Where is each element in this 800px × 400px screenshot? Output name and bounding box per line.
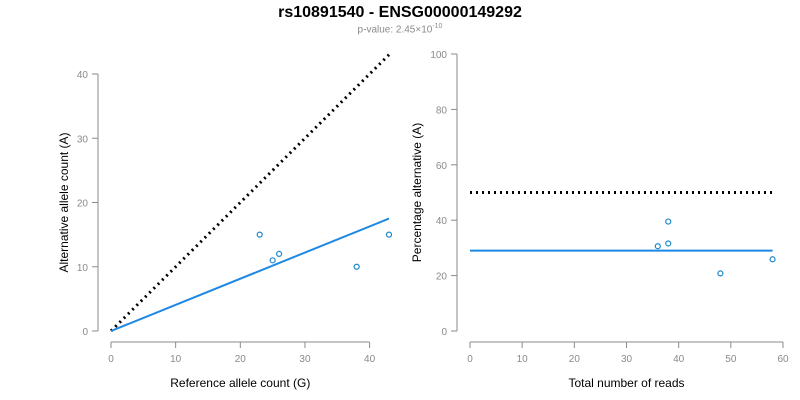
y-tick-label: 20 (436, 272, 448, 283)
data-point (275, 250, 283, 257)
x-tick-label: 40 (364, 354, 376, 365)
p-value-text: p-value: 2.45×10 (357, 24, 433, 36)
x-tick-label: 30 (299, 354, 311, 365)
data-point (256, 231, 263, 238)
x-axis-title: Total number of reads (568, 376, 684, 390)
y-tick-label: 20 (77, 199, 89, 210)
y-axis-title: Alternative allele count (A) (57, 132, 71, 272)
data-point (665, 218, 672, 225)
x-tick-label: 0 (467, 354, 473, 365)
data-point (654, 243, 661, 250)
x-tick-label: 60 (777, 354, 789, 365)
x-tick-label: 20 (235, 354, 247, 365)
percentage-plot: 0 10 20 30 40 50 60 0 20 40 60 80 100 Total number of… (410, 50, 789, 390)
y-tick-label: 0 (82, 327, 88, 338)
x-tick-label: 20 (569, 354, 581, 365)
allele-count-plot: 0 10 20 30 40 0 10 20 30 40 Reference allele count… (57, 53, 393, 390)
y-tick-label: 30 (77, 134, 89, 145)
y-tick-label: 100 (430, 50, 447, 61)
data-point (717, 270, 724, 277)
data-point (665, 240, 672, 247)
y-tick-label: 80 (436, 105, 448, 116)
y-tick-label: 40 (436, 216, 448, 227)
y-tick-label: 40 (77, 70, 89, 81)
x-axis-title: Reference allele count (G) (170, 376, 310, 390)
x-tick-label: 0 (108, 354, 114, 365)
x-tick-label: 40 (673, 354, 685, 365)
data-point (385, 231, 393, 238)
reference-line (109, 53, 391, 333)
p-value-exponent: -10 (432, 23, 443, 30)
x-tick-label: 50 (725, 354, 737, 365)
chart-title: rs10891540 - ENSG00000149292 (278, 4, 522, 21)
chart-subtitle: p-value: 2.45×10-10 (0, 23, 800, 35)
x-tick-label: 30 (621, 354, 633, 365)
y-tick-label: 10 (77, 263, 89, 274)
x-tick-label: 10 (170, 354, 182, 365)
y-axis-title: Percentage alternative (A) (410, 123, 424, 262)
y-tick-label: 60 (436, 161, 448, 172)
data-point (353, 263, 360, 270)
x-tick-label: 10 (517, 354, 529, 365)
data-point (269, 257, 276, 264)
data-point (769, 256, 776, 263)
y-tick-label: 0 (441, 327, 447, 338)
fit-line (110, 217, 390, 332)
